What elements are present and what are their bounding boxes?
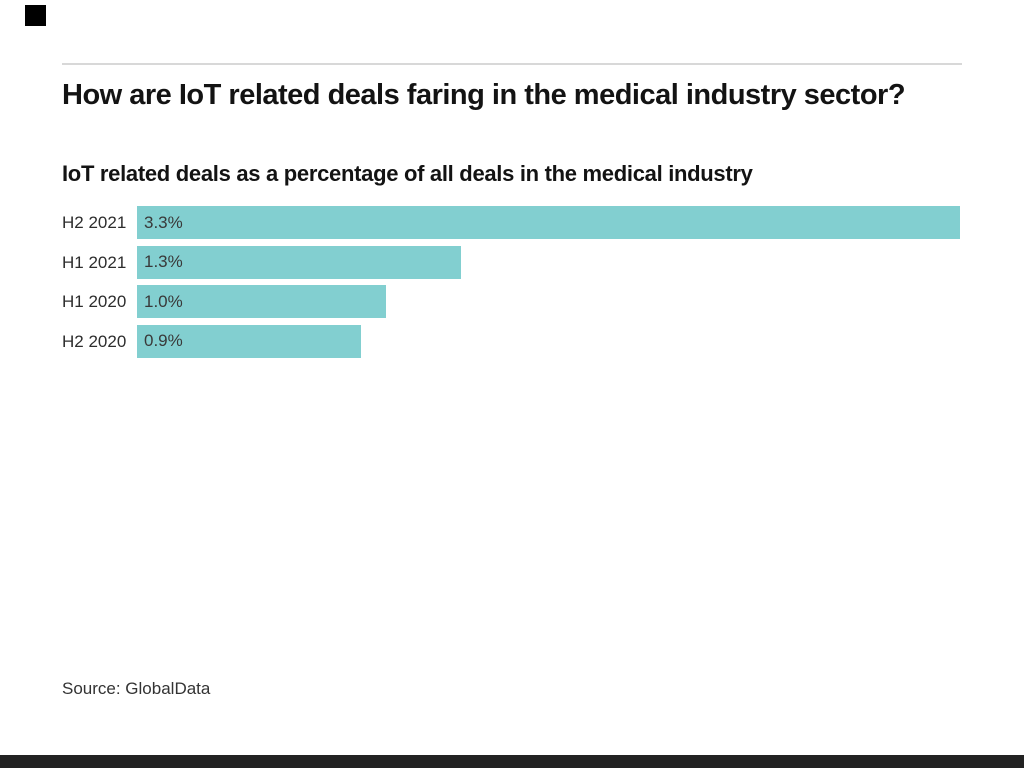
chart-row: H2 2021 3.3% bbox=[62, 206, 960, 239]
value-label: 3.3% bbox=[144, 212, 183, 232]
bar-track: 1.3% bbox=[137, 245, 960, 279]
bar: 3.3% bbox=[137, 206, 960, 239]
bar-track: 0.9% bbox=[137, 324, 960, 358]
source-attribution: Source: GlobalData bbox=[62, 679, 211, 698]
chart-subtitle: IoT related deals as a percentage of all… bbox=[62, 161, 753, 186]
category-label: H1 2021 bbox=[62, 252, 127, 272]
bar-track: 1.0% bbox=[137, 285, 960, 318]
chart-row: H1 2020 1.0% bbox=[62, 285, 960, 318]
category-label: H1 2020 bbox=[62, 292, 127, 311]
bar: 1.0% bbox=[137, 285, 387, 318]
value-label: 1.3% bbox=[144, 252, 183, 271]
chart-row: H2 2020 0.9% bbox=[62, 324, 960, 358]
bottom-edge-bar bbox=[0, 755, 1024, 768]
category-label: H2 2021 bbox=[62, 213, 127, 232]
category-label: H2 2020 bbox=[62, 331, 127, 351]
value-label: 0.9% bbox=[144, 331, 183, 350]
top-divider-rule bbox=[62, 63, 962, 65]
brand-square-mark bbox=[25, 5, 46, 26]
page-title: How are IoT related deals faring in the … bbox=[62, 79, 906, 111]
bar: 1.3% bbox=[137, 245, 462, 279]
value-label: 1.0% bbox=[144, 291, 183, 311]
bar-chart: H2 2021 3.3% H1 2021 1.3% H1 2020 1.0% H… bbox=[62, 206, 960, 364]
bar-track: 3.3% bbox=[137, 206, 960, 239]
bar: 0.9% bbox=[137, 324, 362, 358]
chart-row: H1 2021 1.3% bbox=[62, 245, 960, 279]
